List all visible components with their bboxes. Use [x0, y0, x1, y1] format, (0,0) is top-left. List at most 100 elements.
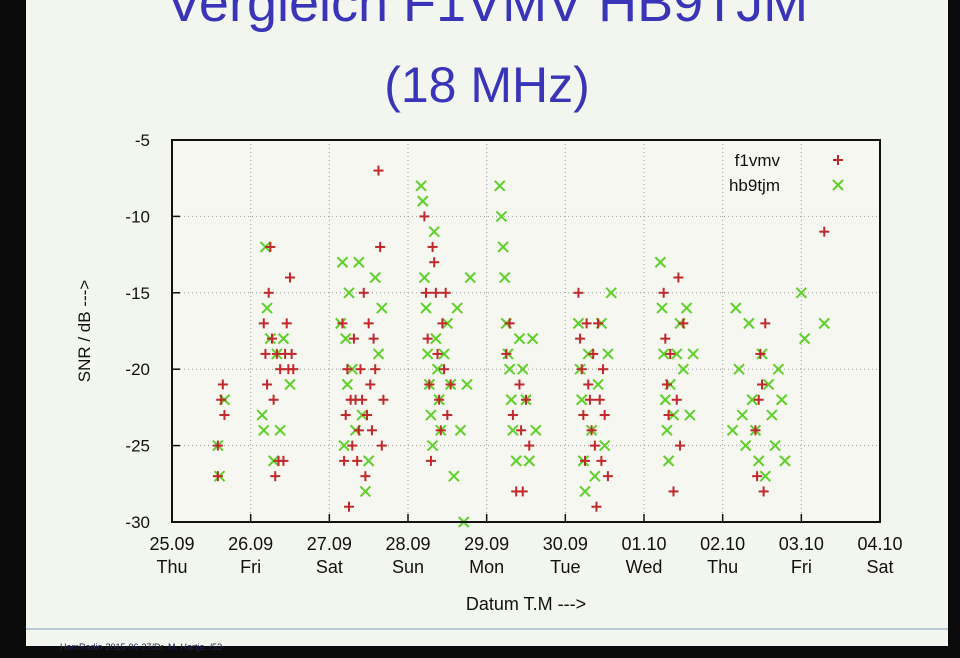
legend-label-hb9tjm: hb9tjm: [729, 176, 780, 195]
hb9tjm-point: [654, 256, 667, 268]
hb9tjm-point: [421, 348, 434, 360]
f1vmv-point: [599, 410, 610, 421]
f1vmv-point: [352, 455, 363, 466]
hb9tjm-point: [494, 180, 506, 192]
hb9tjm-point: [530, 424, 542, 437]
f1vmv-point: [355, 364, 366, 375]
hb9tjm-point: [523, 455, 535, 467]
hb9tjm-point: [576, 394, 588, 406]
hb9tjm-point: [454, 424, 467, 437]
f1vmv-point: [665, 348, 676, 359]
x-tick-date: 02.10: [700, 534, 745, 554]
x-tick-day: Wed: [626, 557, 663, 577]
hb9tjm-point: [589, 470, 601, 482]
hb9tjm-point: [743, 317, 755, 330]
hb9tjm-point: [507, 424, 519, 437]
hb9tjm-point: [464, 271, 476, 284]
hb9tjm-point: [762, 378, 775, 391]
f1vmv-point: [422, 333, 433, 344]
hb9tjm-point: [687, 348, 699, 360]
hb9tjm-point: [572, 317, 585, 330]
f1vmv-point: [342, 364, 353, 375]
x-tick-date: 03.10: [779, 534, 824, 554]
f1vmv-point: [678, 318, 689, 329]
f1vmv-point: [212, 471, 223, 482]
f1vmv-point: [363, 318, 374, 329]
x-tick-date: 26.09: [228, 534, 273, 554]
f1vmv-point: [258, 318, 269, 329]
f1vmv-point: [268, 394, 279, 405]
y-tick-label: -20: [125, 360, 150, 379]
f1vmv-point: [580, 455, 590, 466]
x-tick-date: 29.09: [464, 534, 509, 554]
f1vmv-point: [671, 394, 682, 405]
f1vmv-point: [337, 318, 348, 329]
legend-marker-f1vmv: [833, 155, 843, 165]
hb9tjm-point: [775, 394, 788, 406]
hb9tjm-point: [418, 271, 431, 284]
hb9tjm-point: [431, 363, 444, 375]
f1vmv-point: [288, 364, 299, 375]
hb9tjm-point: [343, 287, 355, 299]
hb9tjm-point: [461, 378, 473, 391]
hb9tjm-point: [769, 439, 781, 452]
hb9tjm-point: [605, 287, 617, 299]
f1vmv-point: [353, 425, 364, 436]
hb9tjm-point: [426, 439, 439, 452]
f1vmv-point: [344, 501, 354, 512]
f1vmv-point: [216, 394, 227, 405]
hb9tjm-point: [359, 485, 372, 498]
hb9tjm-point: [338, 439, 350, 452]
x-axis-label: Datum T.M --->: [466, 594, 586, 614]
data-points: [212, 165, 830, 528]
hb9tjm-point: [579, 485, 591, 498]
x-tick-day: Fri: [791, 557, 812, 577]
hb9tjm-point: [772, 363, 785, 375]
hb9tjm-point: [415, 180, 427, 192]
hb9tjm-point: [662, 455, 675, 467]
f1vmv-point: [339, 455, 350, 466]
slide-title: Vergleich F1VMV HB9TJM: [165, 0, 809, 33]
hb9tjm-point: [730, 302, 742, 314]
hb9tjm-point: [818, 317, 830, 330]
hb9tjm-point: [726, 424, 739, 437]
f1vmv-point: [262, 379, 273, 390]
x-tick-date: 27.09: [307, 534, 352, 554]
f1vmv-point: [217, 379, 228, 390]
f1vmv-point: [366, 425, 377, 436]
hb9tjm-point: [362, 455, 375, 467]
f1vmv-point: [660, 333, 671, 344]
f1vmv-point: [266, 333, 277, 344]
f1vmv-point: [421, 287, 432, 298]
f1vmv-point: [370, 364, 381, 375]
hb9tjm-point: [766, 409, 778, 421]
hb9tjm-point: [657, 348, 670, 360]
hb9tjm-point: [438, 348, 450, 360]
f1vmv-point: [757, 379, 767, 390]
hb9tjm-point: [677, 363, 690, 375]
hb9tjm-point: [602, 348, 614, 360]
f1vmv-point: [575, 333, 586, 344]
hb9tjm-point: [517, 363, 529, 375]
f1vmv-point: [425, 455, 436, 466]
f1vmv-point: [376, 440, 387, 451]
legend: f1vmv hb9tjm: [729, 151, 844, 195]
x-tick-day: Thu: [707, 557, 738, 577]
f1vmv-point: [419, 211, 430, 222]
f1vmv-point: [573, 287, 584, 298]
f1vmv-point: [424, 379, 435, 390]
f1vmv-point: [442, 410, 453, 421]
y-tick-label: -15: [125, 284, 150, 303]
f1vmv-point: [281, 318, 292, 329]
hb9tjm-point: [277, 332, 290, 345]
hb9tjm-point: [680, 302, 693, 314]
y-tick-label: -30: [125, 513, 150, 532]
hb9tjm-point: [448, 470, 460, 482]
f1vmv-point: [675, 440, 686, 451]
hb9tjm-point: [684, 409, 696, 421]
hb9tjm-point: [759, 470, 771, 482]
f1vmv-point: [360, 471, 371, 482]
f1vmv-point: [521, 394, 531, 405]
f1vmv-point: [658, 287, 669, 298]
hb9tjm-point: [274, 424, 286, 437]
